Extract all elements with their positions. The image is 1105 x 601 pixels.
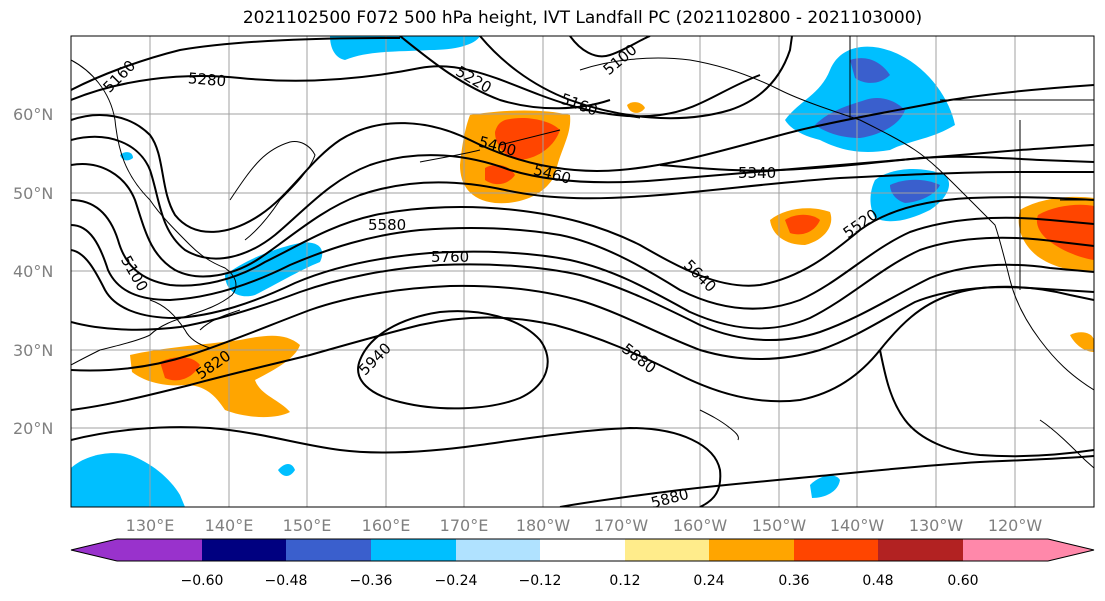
lon-label-140w: 140°W (830, 516, 885, 535)
contour-5880-south (71, 426, 722, 507)
contour-5640 (71, 236, 1094, 330)
colorbar: −0.60 −0.48 −0.36 −0.24 −0.12 0.12 0.24 … (70, 538, 1095, 589)
lon-label-170w: 170°W (594, 516, 649, 535)
contour-5580 (71, 216, 1094, 310)
lon-label-130e: 130°E (126, 516, 175, 535)
coast-hawaii (699, 409, 739, 441)
colorbar-segment (625, 539, 709, 561)
contour-5940 (357, 310, 549, 410)
lat-label-30n: 30°N (13, 341, 53, 360)
colorbar-tick-label: −0.24 (435, 573, 478, 589)
colorbar-segment (117, 539, 202, 561)
colorbar-tick-label: −0.12 (519, 573, 562, 589)
positive-region-aleutian-core (495, 118, 560, 160)
colorbar-tick-label: 0.24 (693, 573, 724, 589)
lon-label-180w: 180°W (516, 516, 571, 535)
contour-5220 (399, 36, 611, 110)
negative-region-sw (71, 453, 185, 507)
colorbar-right-extend (1047, 538, 1095, 562)
coast-canada-interior (849, 36, 1094, 290)
contour-label-5280: 5280 (187, 69, 227, 90)
colorbar-segment (540, 539, 625, 561)
contour-5460 (71, 163, 1094, 278)
contour-5880-east (879, 349, 1094, 458)
colorbar-segment (202, 539, 286, 561)
contour-5880-tropic (559, 455, 1094, 507)
colorbar-ticks: −0.60 −0.48 −0.36 −0.24 −0.12 0.12 0.24 … (181, 573, 979, 589)
lon-label-170e: 170°E (440, 516, 489, 535)
map-border (70, 35, 1095, 508)
colorbar-tick-label: 0.48 (862, 573, 893, 589)
lon-label-160e: 160°E (362, 516, 411, 535)
contour-5100 (569, 36, 651, 58)
contour-5820 (71, 284, 1094, 372)
height-contours (71, 36, 1094, 507)
coast-alaska (579, 57, 1094, 391)
colorbar-tick-label: −0.60 (181, 573, 224, 589)
lon-label-160w: 160°W (673, 516, 728, 535)
contour-label-5760: 5760 (431, 248, 469, 266)
coast-baja (1039, 419, 1094, 469)
colorbar-segment (71, 539, 117, 561)
map-title: 2021102500 F072 500 hPa height, IVT Land… (242, 8, 923, 28)
colorbar-tick-label: 0.60 (947, 573, 978, 589)
contour-5880-high (71, 285, 1094, 411)
colorbar-tick-label: −0.36 (350, 573, 393, 589)
lon-label-130w: 130°W (909, 516, 964, 535)
colorbar-segment (709, 539, 794, 561)
colorbar-tick-label: −0.48 (265, 573, 308, 589)
lat-axis: 60°N 50°N 40°N 30°N 20°N (13, 105, 53, 438)
colorbar-segment (878, 539, 963, 561)
positive-region-gulf-core (785, 214, 820, 235)
contour-5280 (71, 65, 761, 118)
contour-trough1 (71, 84, 1094, 233)
colorbar-segment (456, 539, 540, 561)
lat-label-50n: 50°N (13, 184, 53, 203)
positive-region-small (627, 102, 645, 113)
contour-5520 (71, 196, 1094, 287)
lat-label-60n: 60°N (13, 105, 53, 124)
contour-label-5340: 5340 (738, 164, 776, 182)
gridlines (71, 36, 1094, 507)
colorbar-segment (1048, 539, 1094, 561)
positive-region-small2 (1070, 332, 1094, 352)
positive-region-subtropical (130, 335, 300, 418)
contour-5160-mid (479, 36, 793, 120)
negative-region-canada-core (890, 179, 940, 203)
contour-5160-north (71, 37, 401, 91)
positive-region-subtropical-core (160, 357, 200, 381)
coast-kamchatka (229, 141, 316, 241)
positive-region-westcoast-core (1036, 204, 1094, 260)
negative-region-small1 (810, 475, 840, 498)
contour-label-5580: 5580 (368, 216, 406, 234)
colorbar-segment (963, 539, 1048, 561)
colorbar-segments (71, 539, 1094, 561)
lat-label-20n: 20°N (13, 419, 53, 438)
colorbar-segment (286, 539, 371, 561)
colorbar-tick-label: 0.12 (609, 573, 640, 589)
colorbar-left-extend (70, 538, 118, 562)
lon-label-120w: 120°W (988, 516, 1043, 535)
lon-label-150e: 150°E (283, 516, 332, 535)
contour-5760 (71, 263, 1094, 342)
colorbar-segment (371, 539, 456, 561)
coast-asia (71, 59, 237, 366)
contour-5340 (659, 155, 1094, 172)
negative-region-small2 (278, 464, 295, 476)
negative-region-alaska-core2 (850, 58, 890, 83)
lat-label-40n: 40°N (13, 262, 53, 281)
colorbar-segment (794, 539, 878, 561)
lon-label-140e: 140°E (205, 516, 254, 535)
colorbar-tick-label: 0.36 (778, 573, 809, 589)
lon-label-150w: 150°W (752, 516, 807, 535)
negative-region-top (330, 36, 480, 60)
lon-axis: 130°E 140°E 150°E 160°E 170°E 180°W 170°… (126, 516, 1043, 535)
